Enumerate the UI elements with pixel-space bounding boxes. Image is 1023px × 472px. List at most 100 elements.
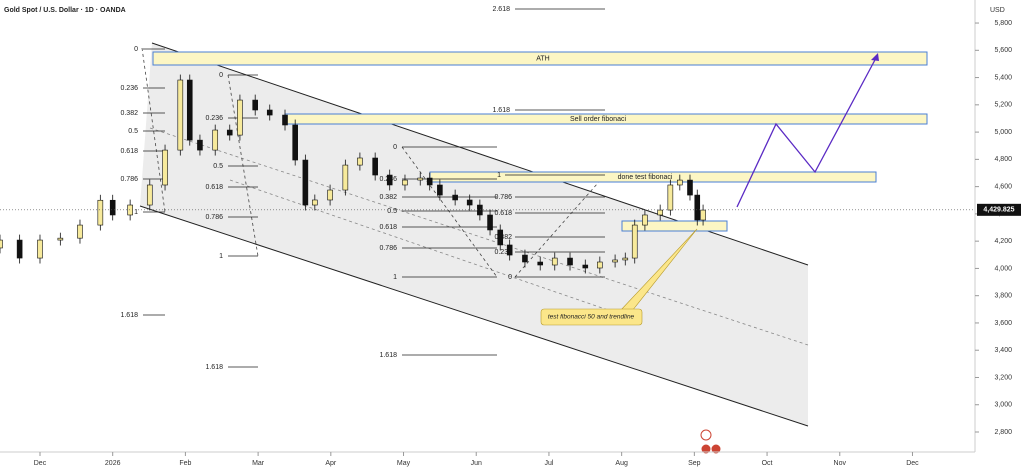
candle-body (57, 237, 64, 241)
candle-body (177, 79, 184, 151)
fib-lines (143, 8, 605, 368)
candle-body (402, 179, 408, 186)
candle-body (386, 174, 393, 186)
x-tick-label: Dec (906, 460, 919, 467)
fib-label: 1 (219, 253, 223, 260)
candle-body (16, 239, 23, 259)
y-tick-label: 3,600 (994, 320, 1012, 327)
fib-label: 0 (219, 72, 223, 79)
candle-body (437, 184, 443, 196)
fib-trend (514, 174, 606, 278)
candle-body (687, 179, 693, 196)
fib-label: 0.618 (205, 184, 223, 191)
y-tick-label: 5,200 (994, 102, 1012, 109)
candle-body (77, 224, 83, 239)
y-tick-label: 4,200 (994, 238, 1012, 245)
fib-label: 0.618 (379, 224, 397, 231)
candle-body (642, 214, 648, 226)
y-tick-label: 4,000 (994, 265, 1012, 272)
y-tick-label: 3,200 (994, 374, 1012, 381)
candle-body (417, 177, 424, 181)
candle-body (466, 199, 473, 206)
dashed-trend (229, 179, 609, 311)
fib-label: 1.618 (120, 312, 138, 319)
candle-body (327, 189, 333, 201)
x-tick-label: Feb (179, 460, 191, 467)
candle-body (372, 157, 378, 176)
fib-label: 0.5 (128, 128, 138, 135)
fib-label: 0 (393, 144, 397, 151)
candles (0, 74, 706, 274)
candle-body (302, 159, 309, 206)
x-tick-label: Aug (615, 460, 628, 467)
zone-label: done test fibonaci (618, 174, 673, 181)
fib-label: 1.618 (492, 107, 510, 114)
y-tick-label: 3,400 (994, 347, 1012, 354)
zone-label: ATH (536, 55, 549, 62)
x-tick-label: Jun (471, 460, 482, 467)
price-axis-bg (975, 0, 1023, 472)
candle-body (537, 261, 544, 266)
fib-label: 0 (508, 274, 512, 281)
fib-label: 0.382 (494, 234, 512, 241)
y-tick-label: 3,800 (994, 293, 1012, 300)
projection-path (736, 57, 877, 208)
y-tick-label: 5,400 (994, 74, 1012, 81)
callout-text: test fibonacci 50 and trendline (548, 314, 635, 321)
candle-body (226, 129, 233, 136)
fib-label: 0.382 (120, 110, 138, 117)
event-icon[interactable] (700, 429, 712, 441)
candle-body (292, 124, 298, 161)
candle-body (252, 99, 259, 111)
fib-label: 1.618 (205, 364, 223, 371)
candle-body (357, 157, 363, 166)
x-tick-label: Jul (544, 460, 553, 467)
candle-body (551, 257, 558, 266)
chart-title: Gold Spot / U.S. Dollar · 1D · OANDA (4, 7, 126, 14)
candle-body (312, 199, 318, 206)
fib-label: 0 (134, 46, 138, 53)
fib-label: 0.236 (494, 249, 512, 256)
candle-body (477, 204, 483, 216)
x-tick-label: Sep (688, 460, 701, 467)
candle-body (631, 224, 638, 259)
x-tick-label: Oct (762, 460, 773, 467)
candle-body (694, 194, 701, 221)
y-tick-label: 2,800 (994, 429, 1012, 436)
candle-body (266, 109, 273, 116)
fib-trend (227, 74, 259, 257)
candle-body (452, 194, 458, 201)
y-tick-label: 5,000 (994, 129, 1012, 136)
candle-body (700, 209, 706, 221)
support-zone (621, 220, 728, 232)
channel-mid (149, 127, 809, 346)
y-tick-label: 5,800 (994, 20, 1012, 27)
fib-label: 0.382 (379, 194, 397, 201)
fib-label: 0.5 (387, 208, 397, 215)
candle-body (342, 164, 349, 191)
candle-body (426, 177, 433, 186)
candle-body (657, 209, 663, 216)
candle-body (612, 259, 618, 263)
candle-body (197, 139, 203, 151)
projection-arrow (871, 53, 879, 61)
candle-body (127, 204, 133, 216)
candle-body (282, 114, 288, 126)
fib-label: 2.618 (492, 6, 510, 13)
x-tick-label: Apr (325, 460, 337, 467)
fib-label: 0.5 (213, 163, 223, 170)
candle-body (212, 129, 219, 151)
candle-body (497, 229, 504, 246)
x-tick-label: Nov (834, 460, 847, 467)
candle-body (487, 214, 493, 231)
x-tick-label: Dec (34, 460, 47, 467)
fib-label: 0.618 (120, 148, 138, 155)
price-badge (977, 203, 1021, 216)
candle-body (97, 199, 104, 226)
candle-body (597, 261, 603, 269)
fib-label: 0.786 (379, 245, 397, 252)
fib-label: 1 (134, 209, 138, 216)
currency-label: USD (990, 7, 1005, 14)
candle-body (506, 244, 513, 256)
